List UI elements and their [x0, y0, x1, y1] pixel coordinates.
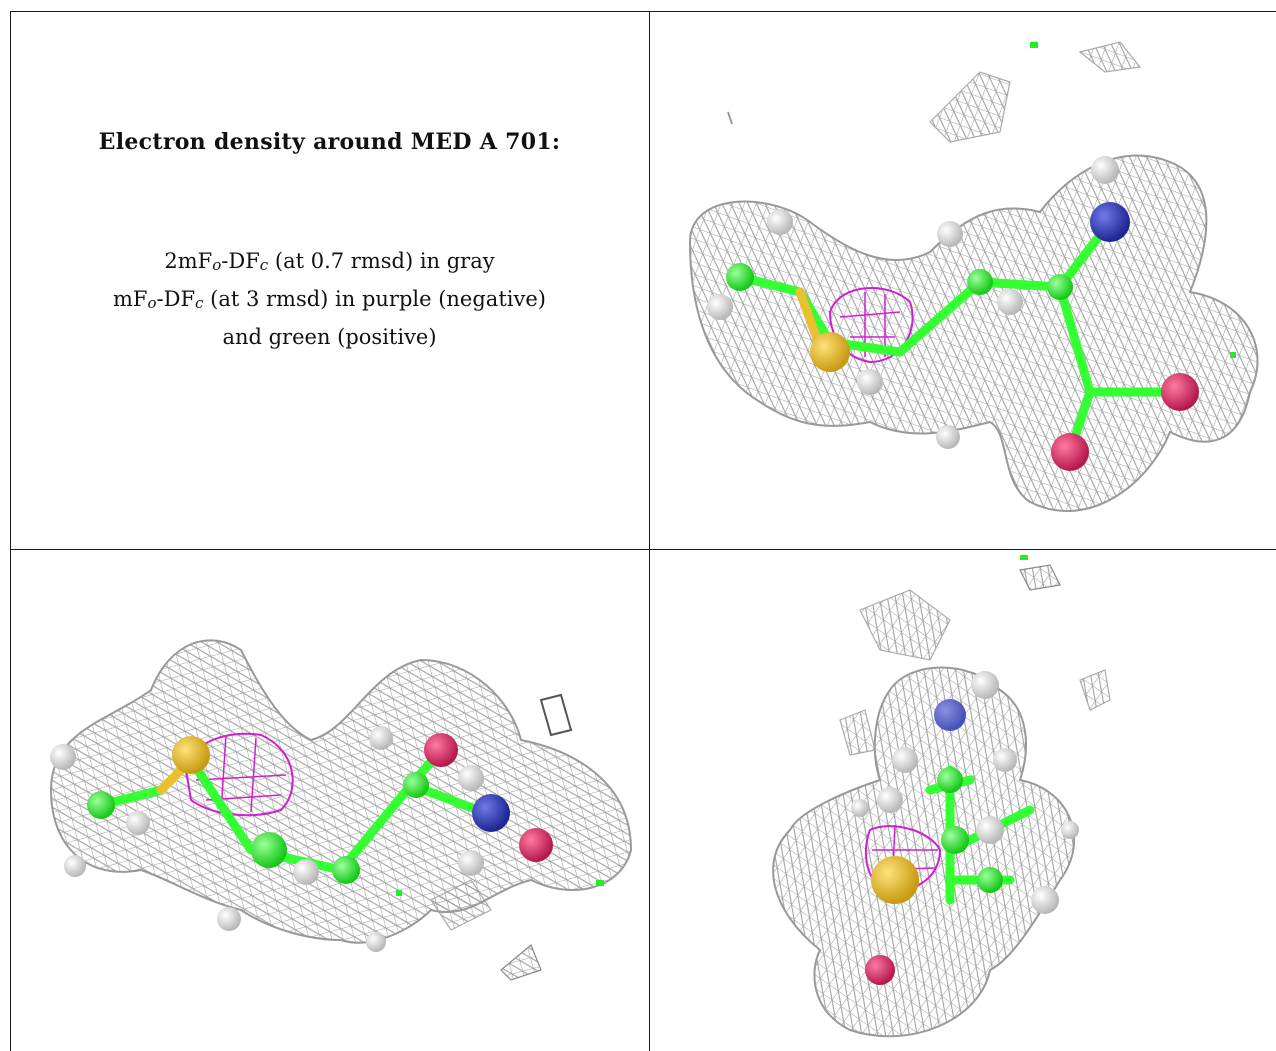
- density-panel-top-right: [650, 12, 1276, 549]
- caption-positive-line: and green (positive): [222, 325, 437, 349]
- figure-grid: Electron density around MED A 701: 2mFo-…: [10, 11, 1276, 1051]
- grid-divider-vertical: [649, 11, 650, 1051]
- caption-gray-mesh-line: 2mFo-DFc (at 0.7 rmsd) in gray: [164, 249, 495, 274]
- molecule-density-view-icon: [49, 639, 633, 981]
- density-panel-bottom-right: [650, 550, 1276, 1051]
- caption-cell: Electron density around MED A 701: 2mFo-…: [10, 11, 649, 549]
- figure-title: Electron density around MED A 701:: [98, 129, 561, 155]
- grid-border-left: [10, 11, 11, 1051]
- molecule-density-view-icon: [772, 555, 1111, 1038]
- density-panel-bottom-left: [11, 550, 649, 1051]
- caption-difference-map-line: mFo-DFc (at 3 rmsd) in purple (negative): [113, 287, 546, 312]
- grid-divider-horizontal: [10, 549, 1276, 550]
- molecule-density-view-icon: [688, 41, 1259, 513]
- grid-border-top: [10, 11, 1276, 12]
